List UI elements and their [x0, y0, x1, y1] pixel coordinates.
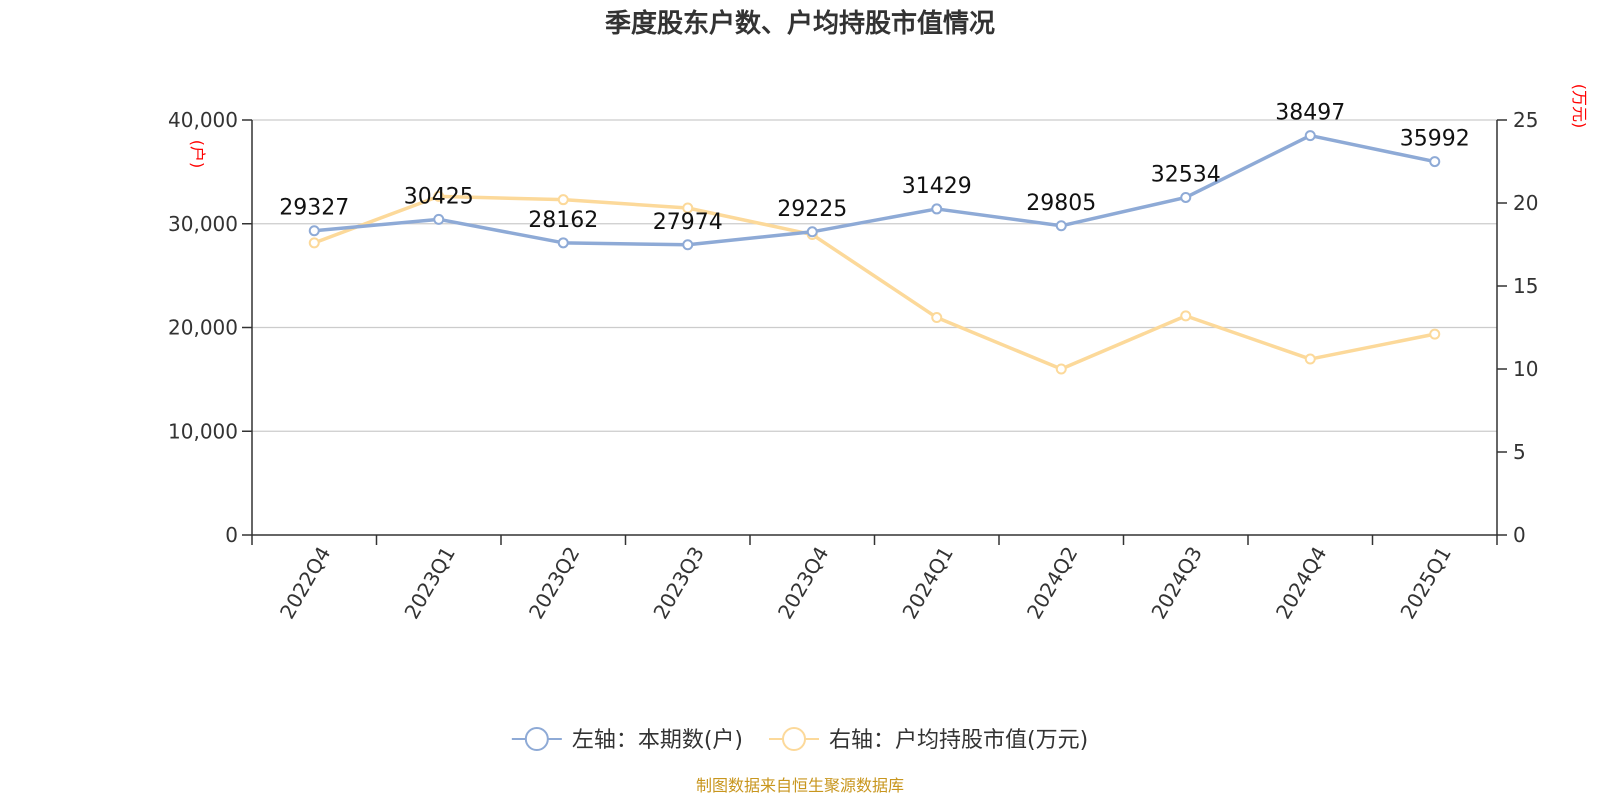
x-axis-tick-label: 2022Q4 [275, 542, 335, 623]
x-axis-tick-label: 2023Q3 [648, 542, 708, 623]
x-axis-tick-label: 2024Q1 [897, 542, 957, 623]
left-axis-tick-label: 30,000 [168, 212, 238, 236]
data-point [557, 237, 569, 249]
x-axis-tick-label: 2023Q4 [773, 542, 833, 623]
data-label: 31429 [902, 174, 972, 199]
series-line [313, 194, 1436, 371]
x-axis-tick-label: 2023Q2 [524, 542, 584, 623]
data-label: 35992 [1400, 127, 1470, 152]
data-labels: 29327 30425 28162 27974 29225 31429 29805 32534… [279, 101, 1470, 235]
left-axis-tick-label: 10,000 [168, 419, 238, 443]
x-axis-tick-label: 2024Q2 [1022, 542, 1082, 623]
data-label: 27974 [653, 210, 723, 235]
data-point [1055, 220, 1067, 232]
right-axis-tick-label: 5 [1513, 440, 1526, 464]
data-point [433, 213, 445, 225]
x-axis-tick-label: 2025Q1 [1395, 542, 1455, 623]
data-label: 29805 [1026, 191, 1096, 216]
data-point [1429, 328, 1441, 340]
legend-label: 右轴：户均持股市值(万元) [829, 728, 1088, 753]
legend-label: 左轴：本期数(户) [572, 728, 743, 753]
x-axis-tick-label: 2023Q1 [399, 542, 459, 623]
data-label: 38497 [1275, 101, 1345, 126]
data-point [1304, 130, 1316, 142]
left-axis-tick-label: 40,000 [168, 108, 238, 132]
legend-marker-icon [524, 727, 549, 751]
data-label: 32534 [1151, 162, 1221, 187]
legend-item[interactable]: 左轴：本期数(户) [511, 727, 743, 753]
data-point [1180, 310, 1192, 322]
data-label: 29225 [777, 197, 847, 222]
right-axis-unit: (万元) [1570, 84, 1589, 129]
legend: 左轴：本期数(户) 右轴：户均持股市值(万元) [511, 727, 1088, 753]
data-point [1055, 363, 1067, 375]
data-label: 28162 [528, 208, 598, 233]
data-label: 30425 [404, 184, 474, 209]
source-note: 制图数据来自恒生聚源数据库 [696, 776, 904, 795]
data-label: 29327 [279, 196, 349, 221]
x-axis-tick-label: 2024Q4 [1271, 542, 1331, 623]
legend-item[interactable]: 右轴：户均持股市值(万元) [769, 727, 1088, 753]
x-axis-tick-label: 2024Q3 [1146, 542, 1206, 623]
data-point [1304, 353, 1316, 365]
axes: 0 10,000 20,000 30,000 40,000 0 5 10 15 20 25 2022Q… [168, 108, 1538, 623]
data-point [682, 239, 694, 251]
data-point [433, 190, 445, 202]
chart-title: 季度股东户数、户均持股市值情况 [605, 8, 995, 39]
series-line [314, 133, 1436, 247]
data-point [682, 202, 694, 214]
data-point [308, 225, 320, 237]
data-point [806, 226, 818, 238]
data-point [308, 237, 320, 249]
data-point [557, 194, 569, 206]
left-axis-tick-label: 0 [225, 523, 238, 547]
left-axis-unit: (户) [188, 140, 207, 169]
right-axis-tick-label: 25 [1513, 108, 1538, 132]
data-point [1429, 156, 1441, 168]
legend-marker-icon [782, 727, 806, 751]
data-point [1180, 191, 1192, 203]
left-axis-tick-label: 20,000 [168, 316, 238, 340]
data-point [931, 203, 943, 215]
right-axis-tick-label: 20 [1513, 191, 1538, 215]
right-axis-tick-label: 10 [1513, 357, 1538, 381]
right-axis-tick-label: 15 [1513, 274, 1538, 298]
right-axis-tick-label: 0 [1513, 523, 1526, 547]
series-lines [308, 130, 1441, 375]
data-point [931, 312, 943, 324]
